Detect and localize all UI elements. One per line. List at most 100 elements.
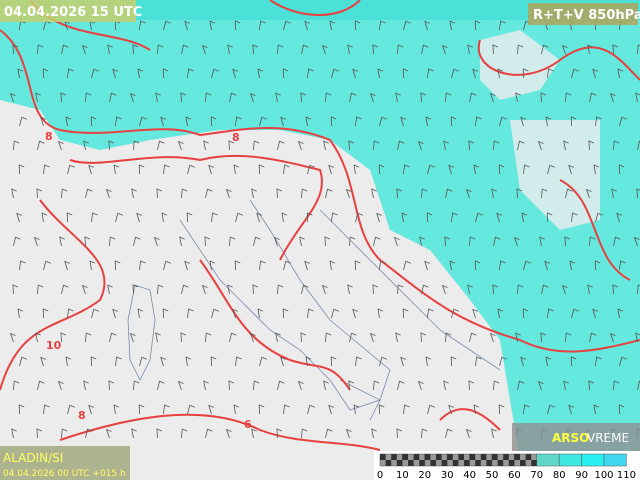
wind-barb — [421, 428, 428, 439]
wind-barb — [132, 284, 139, 295]
wind-barb — [396, 188, 403, 199]
wind-barb — [259, 356, 267, 367]
wind-barb — [60, 332, 67, 343]
wind-barb — [378, 164, 385, 175]
wind-barb — [67, 404, 75, 415]
wind-barb — [475, 116, 482, 127]
wind-barb — [19, 116, 27, 127]
wind-barb — [161, 212, 168, 223]
wind-barb — [281, 212, 288, 223]
wind-barb — [307, 164, 315, 175]
wind-barb — [81, 44, 88, 55]
wind-barb — [139, 260, 146, 271]
checker — [391, 454, 397, 460]
wind-barb — [276, 188, 283, 199]
wind-barb — [612, 284, 619, 295]
wind-barb — [300, 332, 307, 343]
wind-barb — [81, 284, 88, 295]
wind-barb — [378, 404, 385, 415]
wind-barb — [57, 140, 64, 151]
wind-barb — [497, 308, 504, 319]
wind-barb — [225, 428, 232, 439]
wind-barb — [619, 260, 626, 271]
valid-time: 04.04.2026 15 UTC — [4, 5, 142, 20]
wind-barb — [348, 380, 355, 391]
wind-barb — [9, 332, 16, 343]
wind-barb — [305, 116, 312, 127]
wind-barb — [448, 404, 454, 415]
wind-barb — [137, 308, 144, 319]
wind-barb — [301, 428, 308, 439]
wind-barb — [112, 68, 118, 79]
wind-barb — [64, 260, 70, 271]
wind-barb — [353, 164, 360, 175]
wind-barb — [633, 236, 640, 247]
wind-barb — [9, 92, 16, 103]
wind-barb — [43, 404, 50, 415]
wind-barb — [541, 284, 549, 295]
wind-barb — [133, 140, 140, 151]
wind-barb — [187, 68, 194, 79]
wind-barb — [234, 260, 241, 271]
contour-label: 8 — [232, 131, 240, 144]
wind-barb — [467, 44, 473, 55]
wind-barb — [156, 188, 163, 199]
wind-barb — [373, 140, 380, 151]
wind-barb — [451, 308, 459, 319]
wind-barb — [179, 236, 185, 247]
wind-barb — [513, 236, 520, 247]
wind-barb — [13, 236, 21, 247]
wind-barb — [563, 140, 569, 151]
wind-barb — [540, 92, 547, 103]
wind-barb — [497, 68, 504, 79]
colorbar-label: 10 — [396, 470, 409, 480]
wind-barb — [330, 356, 337, 367]
wind-barb — [379, 356, 387, 367]
wind-barb — [157, 44, 164, 55]
wind-barb — [445, 188, 453, 199]
wind-barb — [403, 164, 410, 175]
wind-barb — [90, 356, 97, 367]
wind-barb — [400, 116, 406, 127]
wind-barb — [67, 164, 75, 175]
wind-barb — [393, 236, 400, 247]
wind-barb — [33, 236, 40, 247]
wind-barb — [228, 140, 235, 151]
wind-barb — [595, 116, 602, 127]
wind-barb — [564, 236, 571, 247]
wind-barb — [352, 308, 358, 319]
wind-barb — [616, 212, 622, 223]
wind-barb — [328, 164, 334, 175]
wind-barb — [545, 116, 552, 127]
checker — [436, 454, 442, 460]
wind-barb — [187, 404, 195, 415]
wind-barb — [568, 164, 574, 175]
wind-barb — [397, 140, 405, 151]
wind-barb — [522, 68, 529, 79]
wind-barb — [90, 116, 97, 127]
wind-barb — [427, 68, 434, 79]
wind-barb — [307, 404, 315, 415]
wind-barb — [445, 428, 453, 439]
wind-barb — [349, 236, 356, 247]
checker — [497, 460, 504, 466]
colorbar-label: 110 — [617, 470, 636, 480]
wind-barb — [88, 404, 94, 415]
wind-barb — [253, 236, 261, 247]
wind-barb — [181, 188, 188, 199]
wind-barb — [371, 428, 377, 439]
wind-barb — [355, 116, 362, 127]
wind-barb — [545, 356, 552, 367]
contour-label: 10 — [46, 339, 62, 352]
wind-barb — [275, 332, 281, 343]
wind-barb — [612, 44, 619, 55]
wind-barb — [523, 260, 531, 271]
wind-barb — [426, 212, 433, 223]
wind-barb — [420, 332, 427, 343]
wind-barb — [108, 140, 115, 151]
wind-barb — [421, 188, 428, 199]
wind-barb — [283, 260, 291, 271]
wind-barb — [449, 20, 456, 31]
wind-barb — [472, 68, 478, 79]
wind-barb — [372, 44, 379, 55]
